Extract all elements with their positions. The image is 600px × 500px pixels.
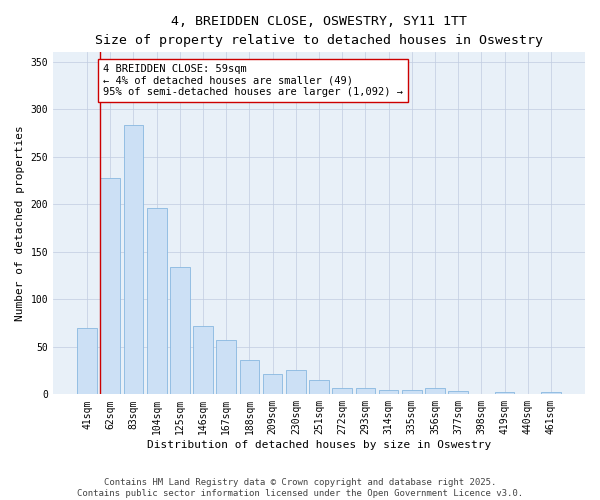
Bar — [286, 370, 305, 394]
Title: 4, BREIDDEN CLOSE, OSWESTRY, SY11 1TT
Size of property relative to detached hous: 4, BREIDDEN CLOSE, OSWESTRY, SY11 1TT Si… — [95, 15, 543, 47]
Bar — [100, 178, 120, 394]
Bar — [170, 267, 190, 394]
Bar — [147, 208, 167, 394]
Bar — [541, 392, 561, 394]
Bar — [263, 374, 283, 394]
Bar — [332, 388, 352, 394]
Bar — [495, 392, 514, 394]
Bar — [77, 328, 97, 394]
Bar — [193, 326, 213, 394]
Bar — [217, 340, 236, 394]
Bar — [448, 390, 468, 394]
X-axis label: Distribution of detached houses by size in Oswestry: Distribution of detached houses by size … — [147, 440, 491, 450]
Bar — [356, 388, 375, 394]
Bar — [425, 388, 445, 394]
Bar — [379, 390, 398, 394]
Text: Contains HM Land Registry data © Crown copyright and database right 2025.
Contai: Contains HM Land Registry data © Crown c… — [77, 478, 523, 498]
Bar — [239, 360, 259, 394]
Y-axis label: Number of detached properties: Number of detached properties — [15, 126, 25, 321]
Bar — [309, 380, 329, 394]
Text: 4 BREIDDEN CLOSE: 59sqm
← 4% of detached houses are smaller (49)
95% of semi-det: 4 BREIDDEN CLOSE: 59sqm ← 4% of detached… — [103, 64, 403, 97]
Bar — [402, 390, 422, 394]
Bar — [124, 124, 143, 394]
